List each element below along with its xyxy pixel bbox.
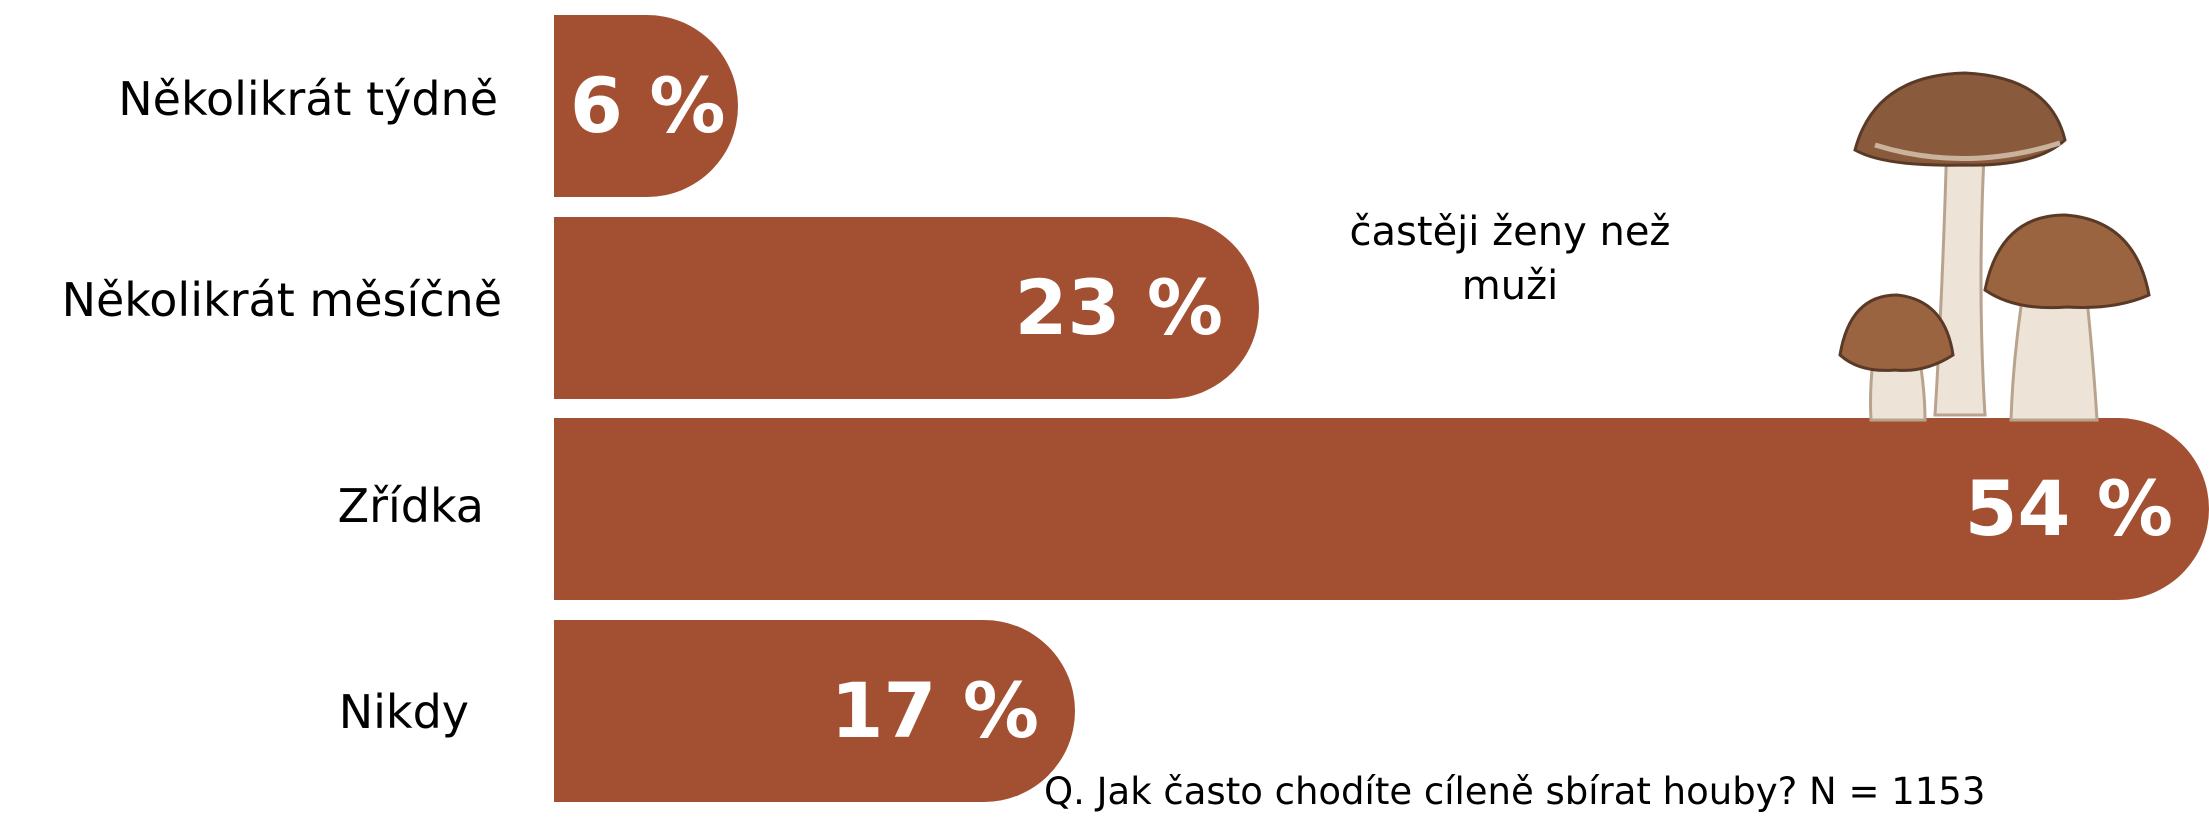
category-label: Několikrát měsíčně	[61, 273, 502, 327]
bar-value-label: 23 %	[1014, 263, 1223, 352]
mushroom-right	[1983, 213, 2151, 422]
bar: 54 %	[554, 418, 2209, 600]
bar: 23 %	[554, 217, 1259, 399]
category-label: Nikdy	[338, 685, 469, 739]
bar-value-label: 6 %	[570, 61, 726, 150]
mushroom-small	[1838, 293, 1955, 422]
question-caption: Q. Jak často chodíte cíleně sbírat houby…	[1044, 770, 1986, 813]
category-label: Zřídka	[337, 479, 484, 533]
bar: 17 %	[554, 620, 1075, 802]
bar: 6 %	[554, 15, 738, 197]
bar-value-label: 54 %	[1964, 464, 2173, 553]
category-label: Několikrát týdně	[118, 72, 498, 126]
bar-value-label: 17 %	[830, 666, 1039, 755]
mushrooms-icon	[1838, 71, 2151, 422]
annotation-text: častěji ženy než muži	[1349, 209, 1671, 309]
